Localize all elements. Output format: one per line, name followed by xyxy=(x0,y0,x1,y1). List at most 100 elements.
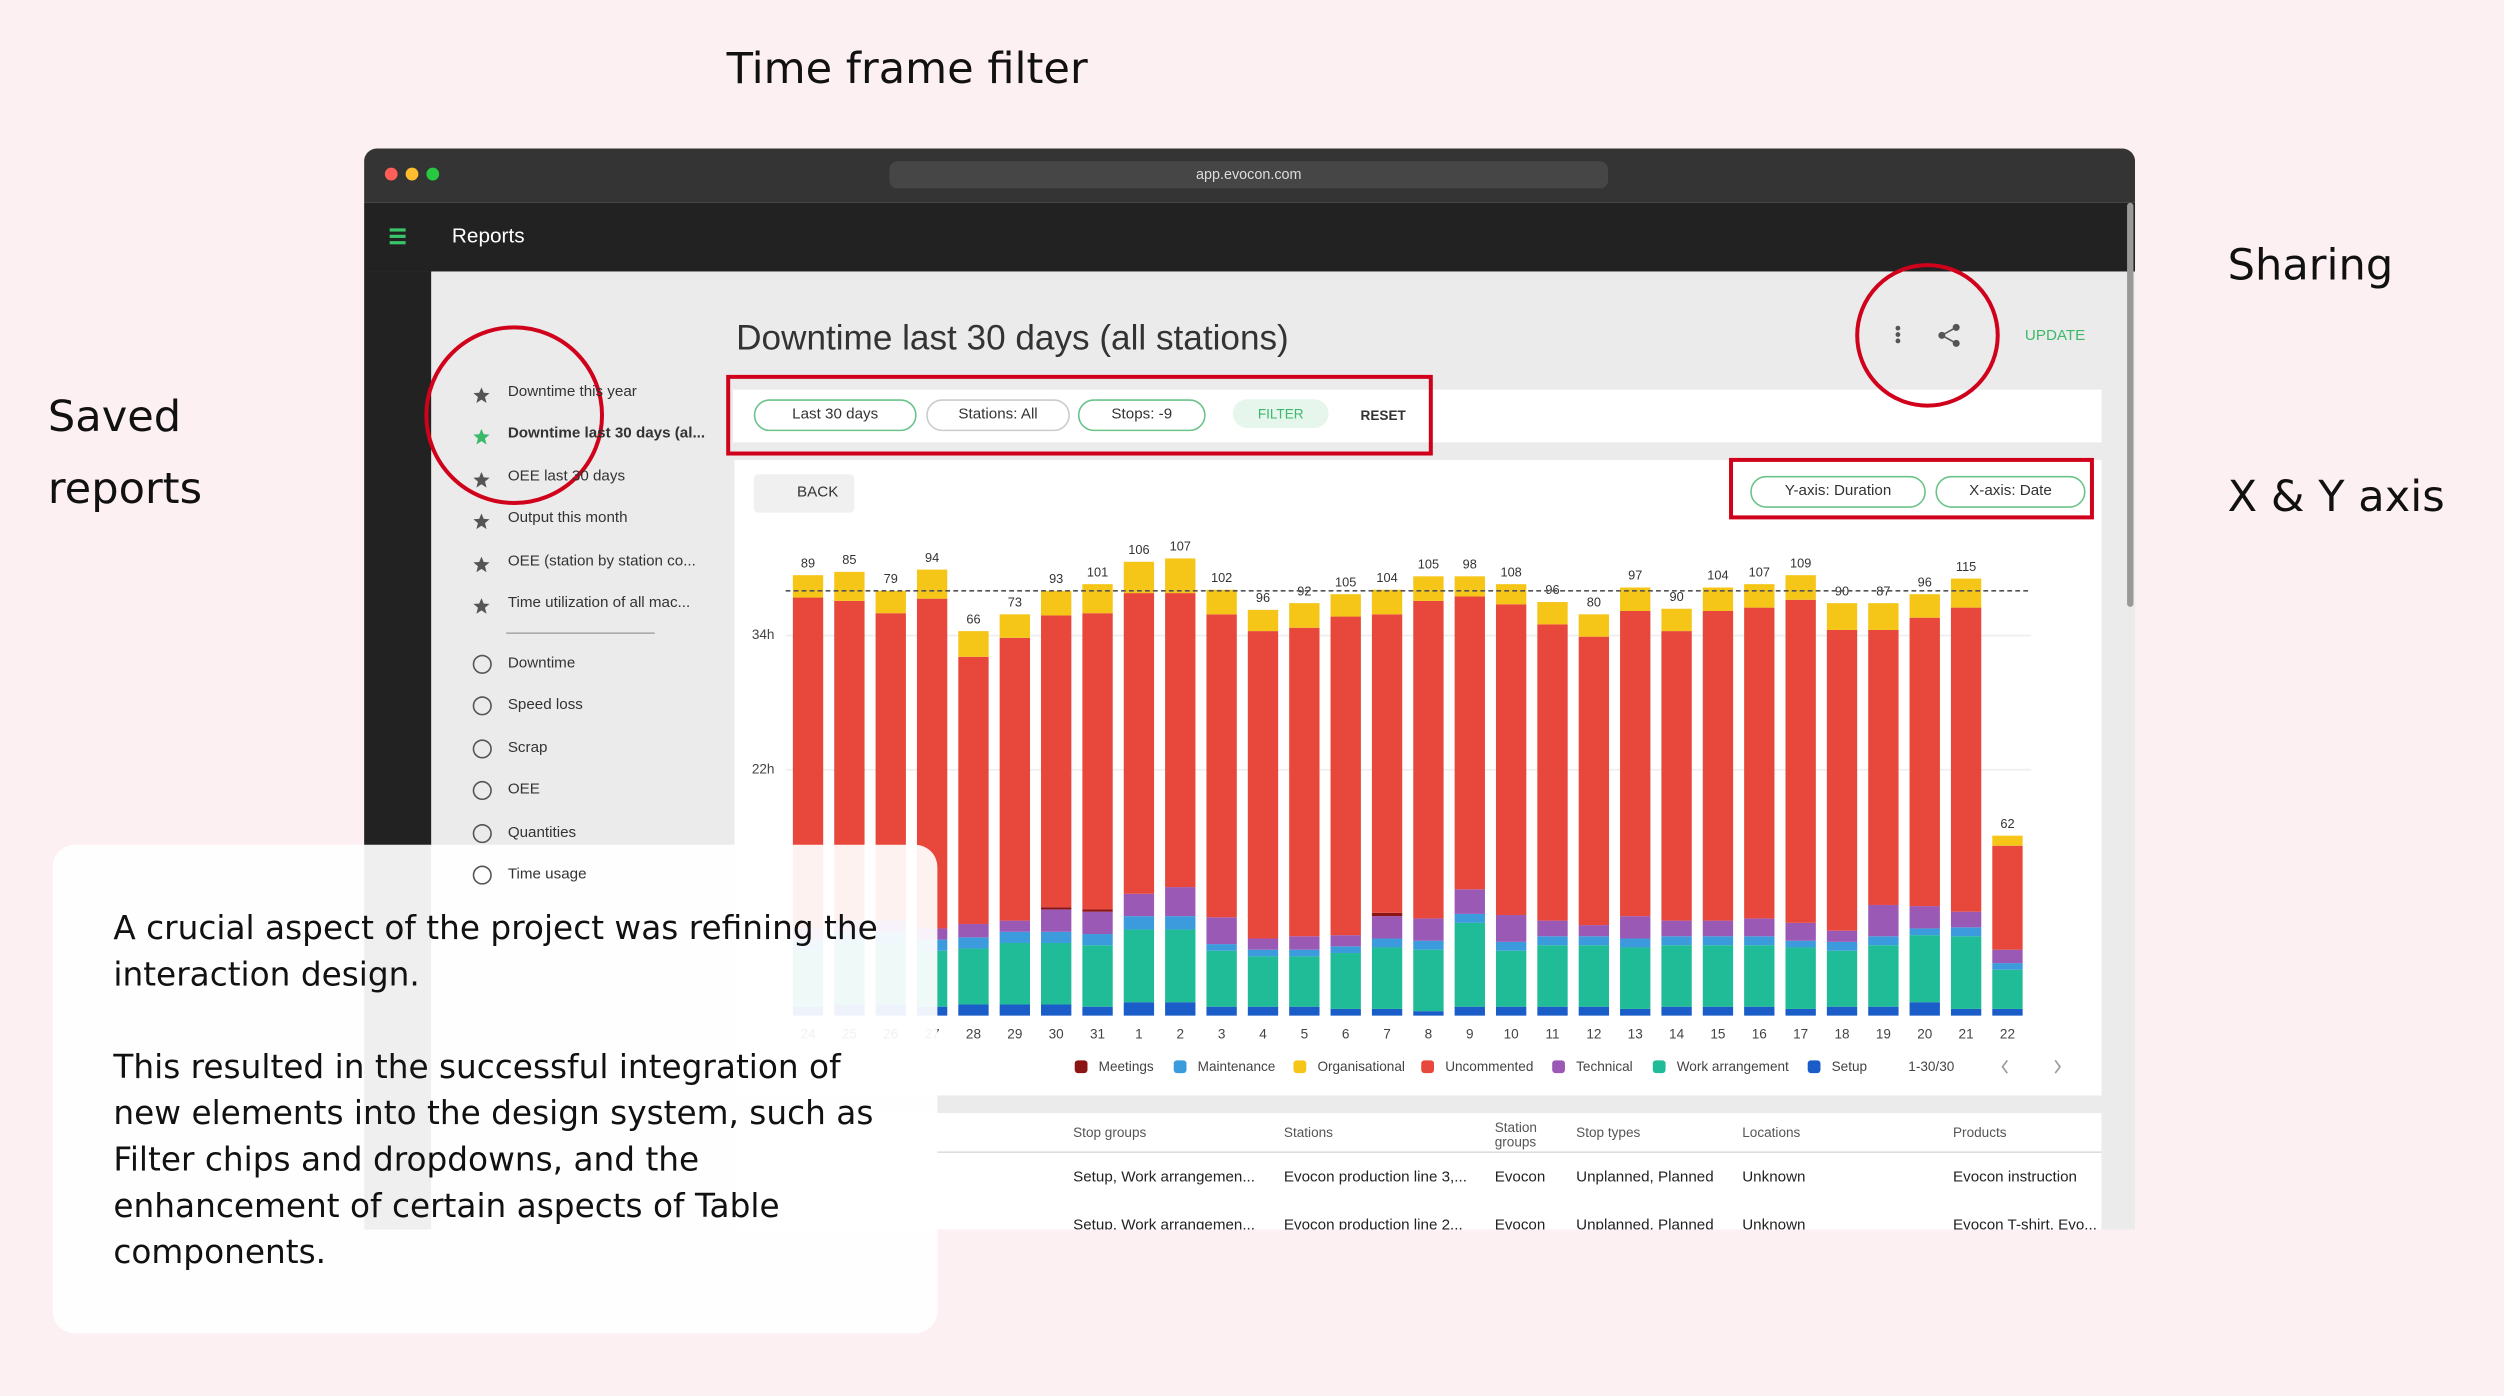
bar-segment xyxy=(999,1004,1031,1016)
bar-label: 108 xyxy=(1500,564,1521,579)
saved-report[interactable]: OEE (station by station co... xyxy=(507,551,696,570)
star-icon[interactable] xyxy=(473,468,491,497)
bar-segment xyxy=(1702,920,1734,937)
prev-page xyxy=(2001,1059,2008,1074)
back-button[interactable]: BACK xyxy=(753,474,855,513)
axis-selector[interactable]: X-axis: Date xyxy=(1935,475,2086,508)
bar-segment xyxy=(1123,1002,1155,1016)
filter-chip[interactable]: Stations: All xyxy=(926,399,1070,432)
bar-segment xyxy=(1495,915,1527,942)
bar-label: 92 xyxy=(1297,583,1311,598)
bar-label: 85 xyxy=(842,552,856,567)
filter-chip[interactable]: Last 30 days xyxy=(753,399,917,432)
bar-segment xyxy=(1123,929,1155,1003)
bar-segment xyxy=(1413,940,1444,950)
star-icon[interactable] xyxy=(473,552,491,581)
bar-segment xyxy=(1992,845,2023,950)
bar-segment xyxy=(1826,1006,1858,1016)
table-cell: Evocon production line 3,... xyxy=(1283,1168,1467,1187)
annotation: Sharing xyxy=(2227,241,2394,291)
report-icon xyxy=(472,696,492,717)
table-cell: Setup, Work arrangemen... xyxy=(1073,1216,1255,1230)
bar-segment xyxy=(1247,1006,1279,1016)
update-button[interactable]: UPDATE xyxy=(2024,327,2086,345)
scrollbar[interactable] xyxy=(2127,202,2134,607)
bar-segment xyxy=(1454,913,1485,923)
browser-toolbar: app.evocon.com xyxy=(364,148,2136,203)
bar-segment xyxy=(1371,614,1403,913)
bar-segment xyxy=(1950,911,1982,928)
bar-segment xyxy=(1123,561,1155,594)
legend-swatch xyxy=(1421,1060,1435,1074)
bar-segment xyxy=(958,923,989,938)
filter-chip[interactable]: Stops: -9 xyxy=(1077,399,1206,432)
legend-label: Setup xyxy=(1832,1059,1867,1074)
bar-segment xyxy=(1413,918,1444,941)
report-type[interactable]: Downtime xyxy=(507,654,576,673)
bar-segment xyxy=(1537,936,1568,946)
bar-segment xyxy=(1247,631,1279,939)
legend-swatch xyxy=(1807,1060,1821,1074)
table-cell: Unknown xyxy=(1742,1216,1806,1230)
saved-report[interactable]: Time utilization of all mac... xyxy=(507,594,691,612)
table-cell: Evocon production line 2... xyxy=(1283,1216,1463,1230)
bar-segment xyxy=(1868,904,1899,937)
annotation: reports xyxy=(47,464,203,515)
bar-segment xyxy=(1289,1006,1320,1016)
bar-segment xyxy=(1206,944,1237,951)
bar-segment xyxy=(1082,1006,1113,1016)
saved-report[interactable]: OEE last 30 days xyxy=(507,467,626,486)
bar-segment xyxy=(1495,1006,1527,1016)
x-tick-label: 1 xyxy=(1135,1026,1143,1041)
share-button[interactable] xyxy=(1937,323,1963,349)
x-tick-label: 12 xyxy=(1586,1026,1601,1041)
axis-selector[interactable]: Y-axis: Duration xyxy=(1750,475,1926,508)
bar-segment xyxy=(1082,911,1113,935)
reset-button[interactable]: RESET xyxy=(1360,407,1406,424)
bar-label: 79 xyxy=(884,571,898,586)
table-cell: Evocon T-shirt, Evo... xyxy=(1953,1216,2097,1230)
x-tick-label: 6 xyxy=(1342,1026,1350,1041)
report-type[interactable]: OEE xyxy=(507,781,540,799)
bar-label: 105 xyxy=(1335,574,1356,589)
bar-segment xyxy=(1454,922,1485,1007)
star-icon[interactable] xyxy=(473,425,491,454)
bar-segment xyxy=(958,656,989,924)
star-icon[interactable] xyxy=(473,594,491,623)
bar-segment xyxy=(1330,946,1361,954)
saved-report[interactable]: Downtime last 30 days (al... xyxy=(507,425,706,443)
bar-segment xyxy=(999,614,1031,638)
saved-report[interactable]: Downtime this year xyxy=(507,383,637,401)
y-tick-label: 22h xyxy=(752,761,775,776)
bar-label: 115 xyxy=(1956,559,1976,574)
report-type[interactable]: Time usage xyxy=(507,865,587,884)
saved-report[interactable]: Output this month xyxy=(507,509,628,528)
bar-segment xyxy=(1661,936,1692,946)
bar-label: 105 xyxy=(1418,557,1439,572)
bar-label: 96 xyxy=(1256,590,1270,605)
report-type[interactable]: Scrap xyxy=(507,739,548,757)
bar-segment xyxy=(999,931,1031,943)
x-tick-label: 9 xyxy=(1466,1026,1474,1041)
report-type[interactable]: Quantities xyxy=(507,823,577,841)
bar-segment xyxy=(1454,889,1485,914)
url-bar[interactable]: app.evocon.com xyxy=(889,161,1609,189)
x-tick-label: 20 xyxy=(1917,1026,1933,1041)
bar-segment xyxy=(1620,916,1651,939)
bar-segment xyxy=(1909,1002,1940,1016)
table-cell: Unplanned, Planned xyxy=(1576,1216,1714,1230)
bar-segment xyxy=(1289,949,1320,957)
bar-segment xyxy=(1330,953,1361,1009)
bar-segment xyxy=(999,942,1031,1005)
app-header: Reports xyxy=(364,202,2136,272)
bar-segment xyxy=(1041,931,1072,943)
x-tick-label: 8 xyxy=(1425,1026,1433,1041)
star-icon[interactable] xyxy=(473,383,491,412)
bar-segment xyxy=(1785,575,1816,600)
annotation: Time frame filter xyxy=(726,44,1088,95)
legend-label: Work arrangement xyxy=(1677,1059,1789,1074)
star-icon[interactable] xyxy=(473,510,491,539)
report-type[interactable]: Speed loss xyxy=(507,696,583,715)
x-tick-label: 21 xyxy=(1959,1026,1974,1041)
add-filter[interactable]: FILTER xyxy=(1232,399,1329,428)
